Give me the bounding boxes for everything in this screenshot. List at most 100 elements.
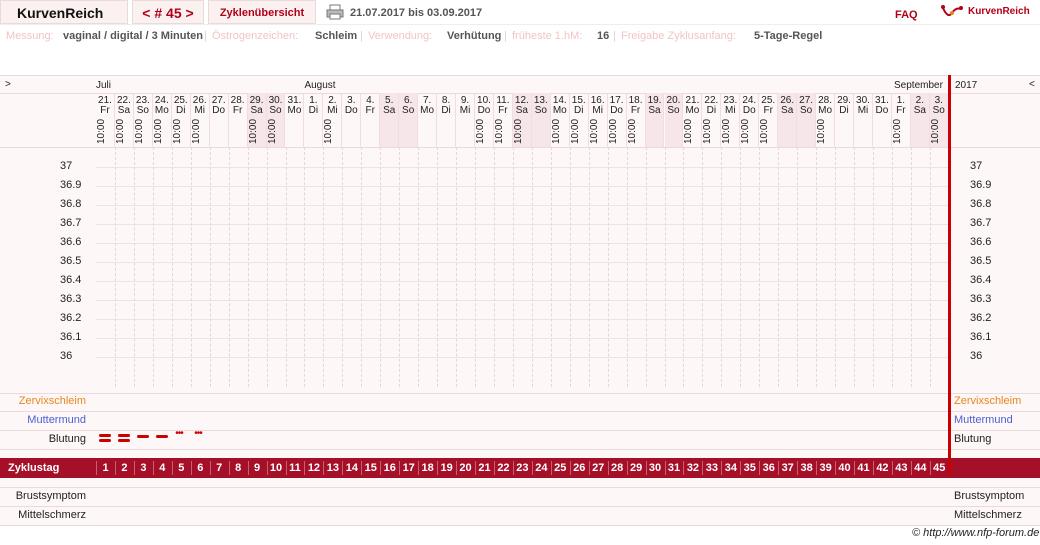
day-column[interactable]: 1. Di — [304, 93, 324, 147]
bleeding-marker[interactable]: ••• — [194, 428, 202, 439]
brust-label-right: Brustsymptom — [954, 490, 1025, 502]
grid-column — [152, 147, 154, 387]
cycle-day-number: 8 — [235, 462, 242, 474]
cycle-overview-button[interactable]: Zyklenübersicht — [208, 0, 316, 24]
weekday: Mo — [818, 105, 833, 116]
app-title[interactable]: KurvenReich — [0, 0, 128, 24]
day-column[interactable]: 3. Do — [342, 93, 362, 147]
day-column[interactable]: 23. Mi 10:00 — [721, 93, 741, 147]
day-column[interactable]: 17. Do 10:00 — [608, 93, 627, 147]
day-column[interactable]: 15. Di 10:00 — [570, 93, 589, 147]
day-column[interactable]: 25. Fr 10:00 — [759, 93, 779, 147]
temperature-label: 36 — [60, 350, 73, 362]
day-column[interactable]: 2. Mi 10:00 — [323, 93, 343, 147]
day-column[interactable]: 24. Do 10:00 — [740, 93, 760, 147]
prev-button[interactable]: > — [5, 79, 11, 90]
measurement-time: 10:00 — [475, 118, 486, 144]
verwendung-value: Verhütung — [447, 30, 502, 42]
day-column[interactable]: 3. So 10:00 — [929, 93, 949, 147]
day-column[interactable]: 8. Di — [437, 93, 457, 147]
day-column[interactable]: 27. So — [797, 93, 817, 147]
day-column[interactable]: 10. Do 10:00 — [475, 93, 494, 147]
year-label: 2017 — [955, 80, 978, 91]
day-column[interactable]: 28. Mo 10:00 — [816, 93, 836, 147]
cycle-day-separator — [247, 461, 249, 475]
cycle-day-number: 37 — [781, 462, 794, 474]
faq-link[interactable]: FAQ — [895, 9, 918, 21]
cycle-day-separator — [512, 461, 514, 475]
cycle-day-separator — [266, 461, 268, 475]
day-column[interactable]: 12. Sa 10:00 — [512, 93, 532, 147]
day-column[interactable]: 22. Sa 10:00 — [115, 93, 134, 147]
day-column[interactable]: 24. Mo 10:00 — [153, 93, 172, 147]
day-column[interactable]: 4. Fr — [361, 93, 381, 147]
cycle-day-number: 11 — [289, 462, 301, 474]
day-column[interactable]: 30. So 10:00 — [266, 93, 286, 147]
row-divider — [0, 506, 1040, 507]
weekday: Mo — [287, 105, 302, 116]
day-column[interactable]: 26. Mi 10:00 — [191, 93, 210, 147]
bleeding-marker[interactable] — [156, 435, 169, 438]
day-number: 21. — [98, 95, 112, 106]
day-column[interactable]: 31. Do — [873, 93, 892, 147]
day-column[interactable]: 7. Mo — [418, 93, 438, 147]
grid-line — [96, 262, 949, 263]
weekday: Di — [706, 105, 717, 116]
day-column[interactable]: 5. Sa — [380, 93, 400, 147]
day-column[interactable]: 27. Do — [210, 93, 229, 147]
day-column[interactable]: 29. Di — [835, 93, 854, 147]
day-column[interactable]: 2. Sa — [910, 93, 930, 147]
day-column[interactable]: 28. Fr — [229, 93, 248, 147]
day-column[interactable]: 16. Mi 10:00 — [589, 93, 608, 147]
weekday: Do — [212, 105, 226, 116]
day-column[interactable]: 25. Di 10:00 — [172, 93, 191, 147]
cycle-day-number: 7 — [216, 462, 223, 474]
bleeding-marker[interactable] — [99, 434, 112, 442]
day-column[interactable]: 21. Fr 10:00 — [96, 93, 115, 147]
cycle-navigation[interactable]: < # 45 > — [132, 0, 204, 24]
bleeding-marker[interactable] — [118, 434, 131, 442]
cycle-day-number: 36 — [762, 462, 775, 474]
day-column[interactable]: 18. Fr 10:00 — [627, 93, 646, 147]
day-column[interactable]: 31. Mo — [286, 93, 305, 147]
weekday: Do — [344, 105, 358, 116]
day-column[interactable]: 30. Mi — [854, 93, 873, 147]
cycle-day-separator — [626, 461, 628, 475]
cycle-day-separator — [323, 461, 325, 475]
day-column[interactable]: 11. Fr 10:00 — [494, 93, 513, 147]
day-number: 13. — [533, 95, 548, 106]
day-column[interactable]: 29. Sa 10:00 — [247, 93, 267, 147]
day-column[interactable]: 20. So — [664, 93, 684, 147]
temperature-label-right: 36.7 — [970, 217, 992, 229]
grid-column — [872, 147, 874, 387]
day-number: 8. — [441, 95, 451, 106]
printer-icon[interactable] — [326, 4, 344, 20]
cycle-day-number: 23 — [516, 462, 529, 474]
muttermund-label-right: Muttermund — [954, 414, 1013, 426]
day-column[interactable]: 22. Di 10:00 — [702, 93, 722, 147]
divider — [0, 75, 1040, 76]
day-column[interactable]: 23. So 10:00 — [134, 93, 153, 147]
cycle-day-separator — [380, 461, 382, 475]
next-button[interactable]: < — [1029, 79, 1035, 90]
day-column[interactable]: 26. Sa — [778, 93, 798, 147]
weekday: Mi — [592, 105, 603, 116]
day-column[interactable]: 14. Mo 10:00 — [551, 93, 570, 147]
bleeding-marker[interactable] — [137, 435, 150, 438]
day-column[interactable]: 21. Mo 10:00 — [683, 93, 703, 147]
bleeding-marker[interactable]: ••• — [175, 428, 183, 439]
day-number: 1. — [309, 95, 318, 106]
temperature-label-right: 37 — [970, 160, 983, 172]
day-column[interactable]: 1. Fr 10:00 — [892, 93, 911, 147]
measurement-time: 10:00 — [190, 118, 202, 144]
day-column[interactable]: 19. Sa — [645, 93, 665, 147]
day-column[interactable]: 9. Mi — [456, 93, 475, 147]
cycle-day-number: 35 — [743, 462, 756, 474]
day-column[interactable]: 13. So — [531, 93, 551, 147]
temperature-label-right: 36.5 — [970, 255, 992, 267]
cycle-day-number: 2 — [121, 462, 128, 474]
brand-logo[interactable]: KurvenReich — [940, 3, 1040, 21]
weekday: Fr — [498, 105, 508, 116]
day-column[interactable]: 6. So — [399, 93, 419, 147]
weekday: Sa — [250, 105, 263, 116]
